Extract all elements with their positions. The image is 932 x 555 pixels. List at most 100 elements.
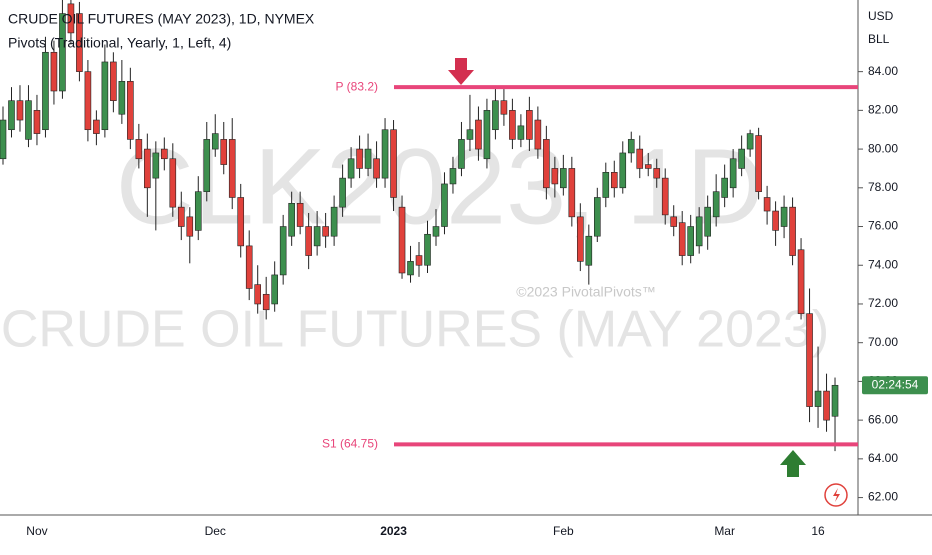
candle-body <box>636 148 644 169</box>
candle-body <box>746 133 754 150</box>
candle-body <box>415 255 423 266</box>
candle-body <box>789 206 796 256</box>
y-tick-label: 64.00 <box>868 451 898 465</box>
x-tick-label: Feb <box>553 524 574 538</box>
candle-body <box>509 110 516 140</box>
candle-body <box>110 61 117 101</box>
candle-body <box>203 139 211 192</box>
plot <box>0 0 839 452</box>
candle-body <box>407 261 414 276</box>
candle-body <box>186 216 194 237</box>
candle-body <box>721 177 728 198</box>
candle-body <box>687 226 694 256</box>
pivot-label: P (83.2) <box>336 79 378 93</box>
candle-body <box>279 226 287 276</box>
price-tag <box>862 376 928 395</box>
candle-body <box>644 164 652 169</box>
y-tick-label: 74.00 <box>868 257 898 271</box>
candle-body <box>661 177 669 216</box>
candle-body <box>627 139 635 154</box>
candle-body <box>678 222 686 256</box>
candle-body <box>245 245 253 289</box>
candle-body <box>296 202 304 227</box>
candle-body <box>42 51 49 131</box>
y-tick-label: 82.00 <box>868 103 898 117</box>
candle-body <box>169 158 177 208</box>
candle-body <box>220 139 228 165</box>
candle-body <box>610 172 618 189</box>
candle-body <box>823 390 830 421</box>
candle-body <box>560 168 567 189</box>
y-tick-label: 80.00 <box>868 141 898 155</box>
y-tick-label: 78.00 <box>868 180 898 194</box>
pivot-label: S1 (64.75) <box>322 437 378 451</box>
candle-body <box>16 100 24 121</box>
candle-body <box>161 148 168 160</box>
candle-body <box>144 148 151 189</box>
candle-body <box>729 158 737 189</box>
candle-body <box>381 129 389 179</box>
y-tick-label: 72.00 <box>868 296 898 310</box>
candle-body <box>50 51 58 92</box>
candle-body <box>568 168 576 218</box>
candle-body <box>322 226 329 237</box>
candle-body <box>475 119 482 150</box>
candle-body <box>517 125 525 140</box>
candle-body <box>458 139 465 169</box>
candle-body <box>356 148 363 169</box>
candle-body <box>33 110 41 134</box>
candle-body <box>59 13 66 92</box>
candle-body <box>772 210 779 231</box>
candle-body <box>177 206 185 227</box>
candle-body <box>93 119 100 134</box>
candle-body <box>695 216 703 247</box>
candle-body <box>806 313 813 407</box>
candle-body <box>84 71 92 131</box>
candle-body <box>432 226 440 237</box>
candle-body <box>593 197 601 237</box>
candle-body <box>305 226 312 256</box>
candle-body <box>373 158 380 179</box>
candle-body <box>780 206 788 227</box>
candle-body <box>25 100 32 140</box>
candle-body <box>670 216 678 227</box>
x-tick-label: 2023 <box>380 524 407 538</box>
countdown: 02:24:54 <box>872 377 919 391</box>
candle-body <box>577 216 584 262</box>
candle-body <box>330 206 338 237</box>
candle-body <box>449 168 457 185</box>
alert-icon[interactable] <box>824 483 848 507</box>
candle-body <box>194 191 202 231</box>
y-tick-label: 66.00 <box>868 412 898 426</box>
candle-body <box>0 119 7 160</box>
candle-body <box>526 110 533 140</box>
subtitle: Pivots (Traditional, Yearly, 1, Left, 4) <box>8 35 231 51</box>
candle-body <box>118 81 126 115</box>
x-tick-label: Nov <box>26 524 47 538</box>
candle-body <box>211 133 219 150</box>
y-tick-label: 76.00 <box>868 219 898 233</box>
candle-body <box>602 172 610 198</box>
candle-body <box>424 233 431 266</box>
candle-body <box>619 152 627 189</box>
candle-body <box>101 61 109 131</box>
candle-body <box>237 197 245 247</box>
candle-body <box>8 100 15 131</box>
y-tick-label: 84.00 <box>868 64 898 78</box>
candle-body <box>551 168 559 185</box>
y-tick-label: 70.00 <box>868 335 898 349</box>
candle-body <box>76 13 83 72</box>
candle-body <box>738 148 745 169</box>
candle-body <box>483 110 491 160</box>
unit: BLL <box>868 32 890 46</box>
candle-body <box>288 202 295 237</box>
candle-body <box>152 152 160 179</box>
candle-body <box>262 293 270 311</box>
chart-title: CRUDE OIL FUTURES (MAY 2023), 1D, NYMEX <box>8 11 315 27</box>
candle-body <box>313 226 321 247</box>
candle-body <box>831 384 839 417</box>
candle-body <box>704 206 711 237</box>
x-tick-label: Dec <box>205 524 226 538</box>
